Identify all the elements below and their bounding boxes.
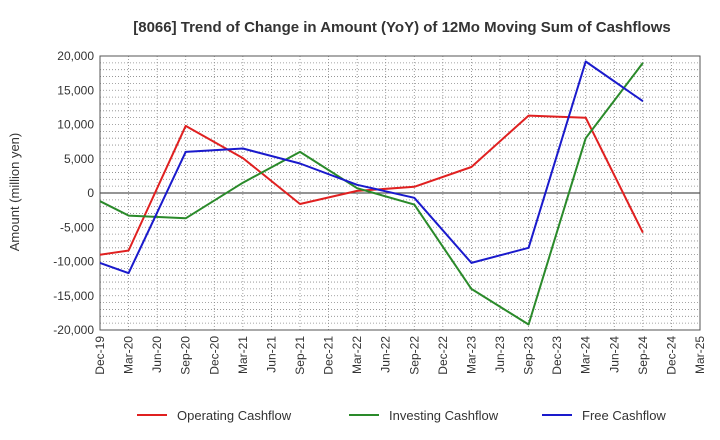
y-tick-labels: 20,000 15,000 10,000 5,000 0 -5,000 -10,000 -15… (53, 49, 94, 337)
series-line-2 (99, 62, 644, 326)
x-tick-label: Sep-20 (179, 336, 193, 375)
x-tick-label: Mar-20 (122, 336, 136, 374)
x-tick-labels: Dec-19 Mar-20 Jun-20 Sep-20 Dec-20 Mar-21 Jun-… (93, 336, 707, 375)
x-tick-label: Dec-23 (550, 336, 564, 375)
x-tick-label: Dec-19 (93, 336, 107, 375)
y-tick-label: 0 (87, 186, 94, 200)
y-tick-label: 20,000 (57, 49, 94, 63)
x-tick-label: Sep-22 (407, 336, 421, 375)
x-tick-label: Mar-25 (693, 336, 707, 374)
x-tick-label: Sep-23 (522, 336, 536, 375)
y-tick-label: -15,000 (53, 289, 94, 303)
x-tick-label: Jun-21 (264, 336, 278, 373)
x-tick-label: Jun-23 (493, 336, 507, 373)
legend-label: Free Cashflow (582, 408, 666, 423)
x-tick-label: Mar-22 (350, 336, 364, 374)
x-tick-label: Jun-22 (379, 336, 393, 373)
y-axis-label: Amount (million yen) (7, 133, 22, 252)
x-tick-label: Dec-20 (207, 336, 221, 375)
x-tick-label: Mar-23 (464, 336, 478, 374)
x-tick-label: Sep-24 (636, 336, 650, 375)
x-tick-label: Jun-24 (607, 336, 621, 373)
y-tick-label: -5,000 (60, 220, 94, 234)
y-tick-label: 5,000 (64, 152, 94, 166)
grid (99, 55, 701, 331)
series-lines (99, 60, 644, 326)
x-tick-label: Mar-24 (579, 336, 593, 374)
x-tick-label: Dec-21 (322, 336, 336, 375)
legend-label: Operating Cashflow (177, 408, 292, 423)
series-line-3 (99, 60, 644, 275)
chart-title: [8066] Trend of Change in Amount (YoY) o… (133, 19, 671, 36)
y-tick-label: -20,000 (53, 323, 94, 337)
x-tick-label: Mar-21 (236, 336, 250, 374)
y-tick-label: 15,000 (57, 83, 94, 97)
y-tick-label: -10,000 (53, 255, 94, 269)
x-tick-label: Jun-20 (150, 336, 164, 373)
legend: Operating Cashflow Investing Cashflow Free… (137, 408, 666, 423)
plot-frame (99, 55, 701, 331)
x-tick-label: Dec-24 (664, 336, 678, 375)
x-tick-label: Dec-22 (436, 336, 450, 375)
y-tick-label: 10,000 (57, 118, 94, 132)
x-tick-label: Sep-21 (293, 336, 307, 375)
legend-label: Investing Cashflow (389, 408, 499, 423)
series-line-1 (99, 114, 644, 256)
